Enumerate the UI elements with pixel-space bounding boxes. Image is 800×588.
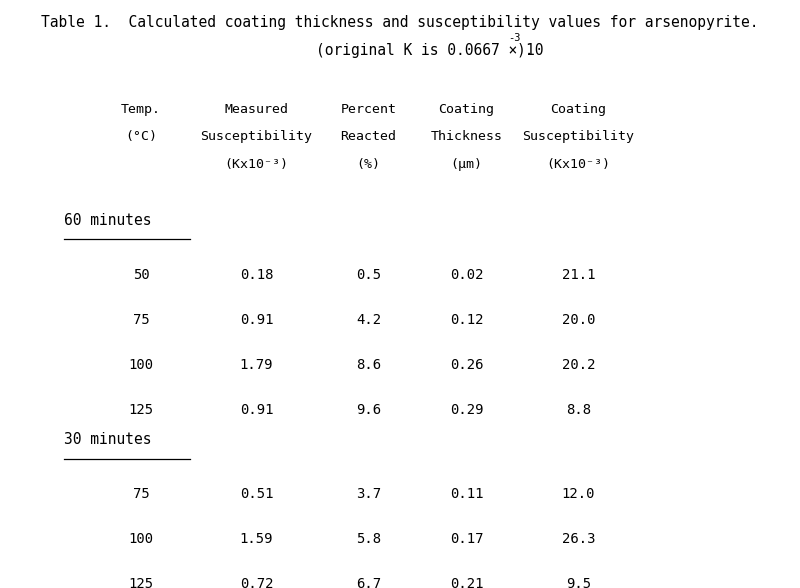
Text: Susceptibility: Susceptibility: [522, 131, 634, 143]
Text: Reacted: Reacted: [341, 131, 397, 143]
Text: (°C): (°C): [125, 131, 157, 143]
Text: 0.72: 0.72: [240, 577, 274, 588]
Text: -3: -3: [508, 33, 520, 43]
Text: (μm): (μm): [450, 158, 482, 171]
Text: 8.6: 8.6: [356, 358, 381, 372]
Text: 0.51: 0.51: [240, 487, 274, 502]
Text: 100: 100: [129, 358, 154, 372]
Text: 30 minutes: 30 minutes: [64, 432, 152, 447]
Text: 0.11: 0.11: [450, 487, 483, 502]
Text: 26.3: 26.3: [562, 532, 595, 546]
Text: 0.91: 0.91: [240, 313, 274, 327]
Text: (Kx10⁻³): (Kx10⁻³): [225, 158, 289, 171]
Text: 0.17: 0.17: [450, 532, 483, 546]
Text: 21.1: 21.1: [562, 268, 595, 282]
Text: (%): (%): [357, 158, 381, 171]
Text: Susceptibility: Susceptibility: [201, 131, 313, 143]
Text: 12.0: 12.0: [562, 487, 595, 502]
Text: 0.29: 0.29: [450, 403, 483, 417]
Text: 9.5: 9.5: [566, 577, 591, 588]
Text: 0.12: 0.12: [450, 313, 483, 327]
Text: 75: 75: [133, 487, 150, 502]
Text: ).: ).: [516, 42, 534, 58]
Text: 125: 125: [129, 577, 154, 588]
Text: 1.79: 1.79: [240, 358, 274, 372]
Text: 125: 125: [129, 403, 154, 417]
Text: 3.7: 3.7: [356, 487, 381, 502]
Text: 100: 100: [129, 532, 154, 546]
Text: 60 minutes: 60 minutes: [64, 213, 152, 228]
Text: 0.21: 0.21: [450, 577, 483, 588]
Text: Coating: Coating: [550, 103, 606, 116]
Text: 50: 50: [133, 268, 150, 282]
Text: 5.8: 5.8: [356, 532, 381, 546]
Text: Table 1.  Calculated coating thickness and susceptibility values for arsenopyrit: Table 1. Calculated coating thickness an…: [42, 15, 758, 30]
Text: Thickness: Thickness: [430, 131, 502, 143]
Text: (Kx10⁻³): (Kx10⁻³): [546, 158, 610, 171]
Text: 20.2: 20.2: [562, 358, 595, 372]
Text: Measured: Measured: [225, 103, 289, 116]
Text: 8.8: 8.8: [566, 403, 591, 417]
Text: 9.6: 9.6: [356, 403, 381, 417]
Text: 1.59: 1.59: [240, 532, 274, 546]
Text: Temp.: Temp.: [121, 103, 161, 116]
Text: 0.02: 0.02: [450, 268, 483, 282]
Text: (original K is 0.0667 × 10: (original K is 0.0667 × 10: [316, 42, 543, 58]
Text: 75: 75: [133, 313, 150, 327]
Text: 0.26: 0.26: [450, 358, 483, 372]
Text: 6.7: 6.7: [356, 577, 381, 588]
Text: 4.2: 4.2: [356, 313, 381, 327]
Text: Percent: Percent: [341, 103, 397, 116]
Text: 20.0: 20.0: [562, 313, 595, 327]
Text: Coating: Coating: [438, 103, 494, 116]
Text: 0.5: 0.5: [356, 268, 381, 282]
Text: 0.18: 0.18: [240, 268, 274, 282]
Text: 0.91: 0.91: [240, 403, 274, 417]
